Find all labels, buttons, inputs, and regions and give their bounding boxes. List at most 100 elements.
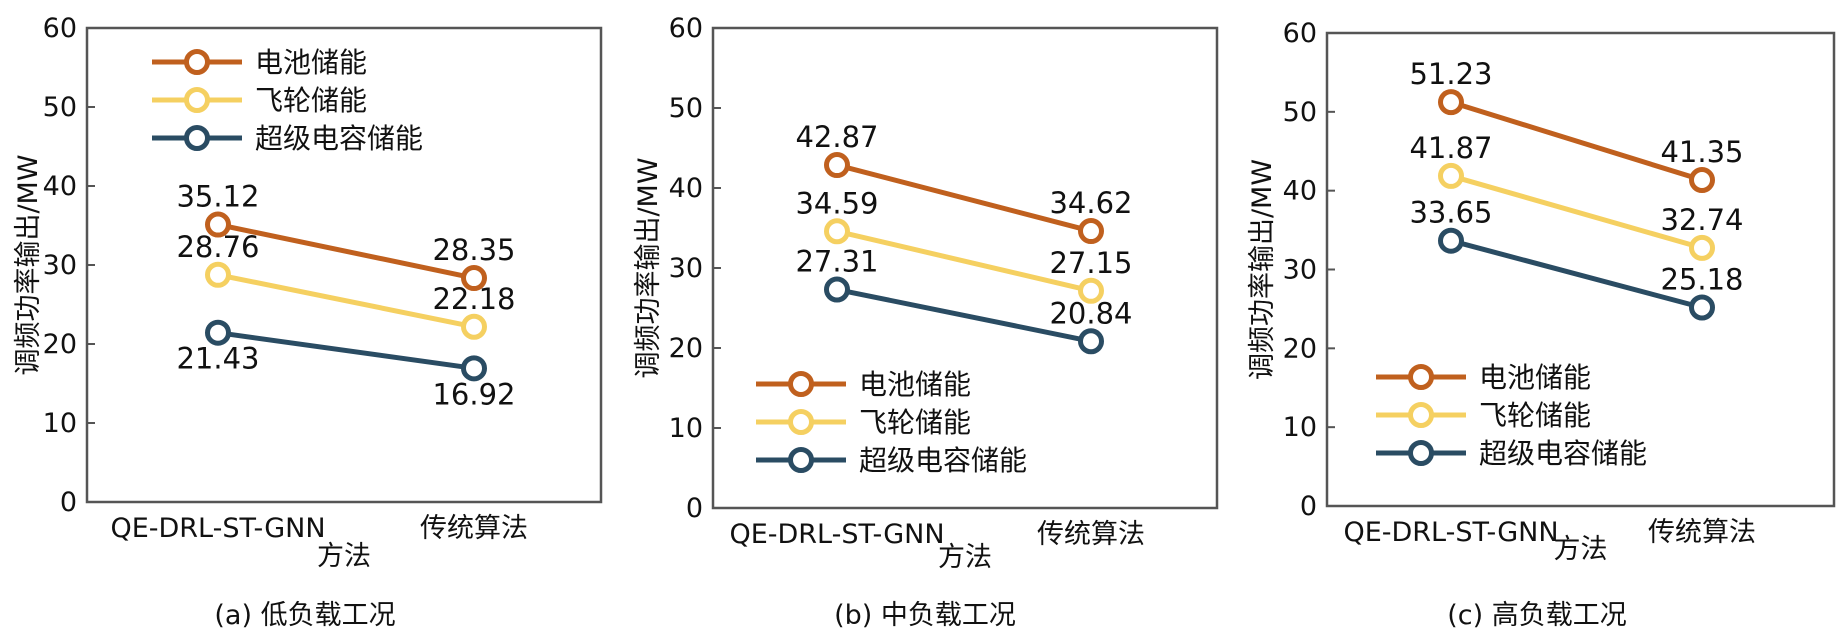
series-line [834,162,1094,234]
legend-marker [184,87,210,113]
y-tick-label: 50 [669,93,703,124]
data-point [1689,294,1715,321]
chart-panel-2: 0 10 20 30 40 50 60 调频功率输出/MW QE-DRL-ST-GNN 传统算法方… [633,13,1219,631]
x-tick-label: QE-DRL-ST-GNN [110,513,325,544]
legend-marker [788,409,814,435]
data-point [1078,218,1104,245]
y-tick-label: 10 [669,413,703,444]
x-tick-label: 传统算法 [1648,517,1756,548]
legend-label: 飞轮储能 [255,84,367,117]
y-tick-label: 30 [1283,255,1317,286]
series-line [215,222,477,281]
y-tick-label: 40 [669,173,703,204]
panel-caption: (c) 高负载工况 [1447,600,1627,631]
data-point [824,218,850,245]
series-line [215,272,477,330]
legend-label: 超级电容储能 [1479,437,1647,470]
data-point [205,211,231,238]
y-tick-label: 20 [669,333,703,364]
y-tick-label: 60 [43,13,77,44]
series-line [834,287,1094,344]
data-point [1438,227,1464,254]
data-point [824,152,850,179]
legend-marker [184,49,210,75]
data-point [1438,162,1464,189]
chart-panel-1: 0 10 20 30 40 50 60 调频功率输出/MW QE-DRL-ST-GNN 传统算法方… [13,13,603,631]
y-tick-label: 30 [669,253,703,284]
legend-marker [1408,440,1434,466]
data-label: 42.87 [795,120,878,154]
data-label: 27.15 [1049,246,1132,280]
panel-caption: (b) 中负载工况 [834,600,1016,631]
legend-marker [1408,364,1434,390]
data-label: 51.23 [1409,57,1492,91]
series-line [215,330,477,371]
y-axis-label: 调频功率输出/MW [13,154,44,375]
y-tick-label: 0 [60,487,77,518]
series-line [834,228,1094,294]
series-line [1448,238,1705,310]
legend-label: 电池储能 [255,46,367,79]
data-point [461,355,487,382]
x-axis-label: 方法 [938,542,992,573]
data-point [824,276,850,303]
x-axis-label: 方法 [1554,534,1608,565]
legend-marker [1408,402,1434,428]
x-tick-label: 传统算法 [420,513,528,544]
y-tick-label: 40 [43,171,77,202]
legend-label: 超级电容储能 [859,444,1027,477]
data-label: 25.18 [1660,262,1743,296]
y-axis-label: 调频功率输出/MW [633,157,664,378]
x-tick-label: QE-DRL-ST-GNN [729,519,944,550]
panel-caption: (a) 低负载工况 [214,600,395,631]
data-point [461,313,487,340]
data-point [1078,328,1104,355]
y-tick-label: 40 [1283,176,1317,207]
data-label: 41.35 [1660,135,1743,169]
chart-panel-3: 0 10 20 30 40 50 60 调频功率输出/MW QE-DRL-ST-GNN 传统算法方… [1247,18,1836,631]
y-tick-label: 0 [686,493,703,524]
data-label: 21.43 [176,342,259,376]
series-line [1448,173,1705,251]
y-tick-label: 50 [1283,97,1317,128]
data-label: 27.31 [795,245,878,279]
legend-label: 电池储能 [1479,361,1591,394]
y-axis-label: 调频功率输出/MW [1247,159,1278,380]
data-point [1078,277,1104,304]
data-label: 34.62 [1049,186,1132,220]
data-label: 22.18 [432,282,515,316]
data-point [461,265,487,292]
legend-label: 飞轮储能 [1479,399,1591,432]
series-line [1448,99,1705,183]
data-point [205,261,231,288]
y-tick-label: 20 [43,329,77,360]
legend-marker [788,371,814,397]
x-tick-label: 传统算法 [1037,519,1145,550]
y-tick-label: 60 [669,13,703,44]
data-label: 34.59 [795,186,878,220]
y-tick-label: 10 [43,408,77,439]
data-point [205,319,231,346]
data-label: 35.12 [176,180,259,214]
legend-label: 电池储能 [859,368,971,401]
x-axis-label: 方法 [317,541,371,572]
y-tick-label: 30 [43,250,77,281]
legend-label: 飞轮储能 [859,406,971,439]
y-tick-label: 20 [1283,333,1317,364]
data-label: 16.92 [432,377,515,411]
y-tick-label: 50 [43,92,77,123]
y-tick-label: 60 [1283,18,1317,49]
y-tick-label: 0 [1300,491,1317,522]
data-label: 32.74 [1660,203,1743,237]
legend-marker [184,125,210,151]
data-point [1689,167,1715,194]
data-label: 41.87 [1409,131,1492,165]
legend-label: 超级电容储能 [255,122,423,155]
data-point [1438,89,1464,116]
data-label: 20.84 [1049,296,1132,330]
data-label: 28.76 [176,230,259,264]
legend-marker [788,447,814,473]
